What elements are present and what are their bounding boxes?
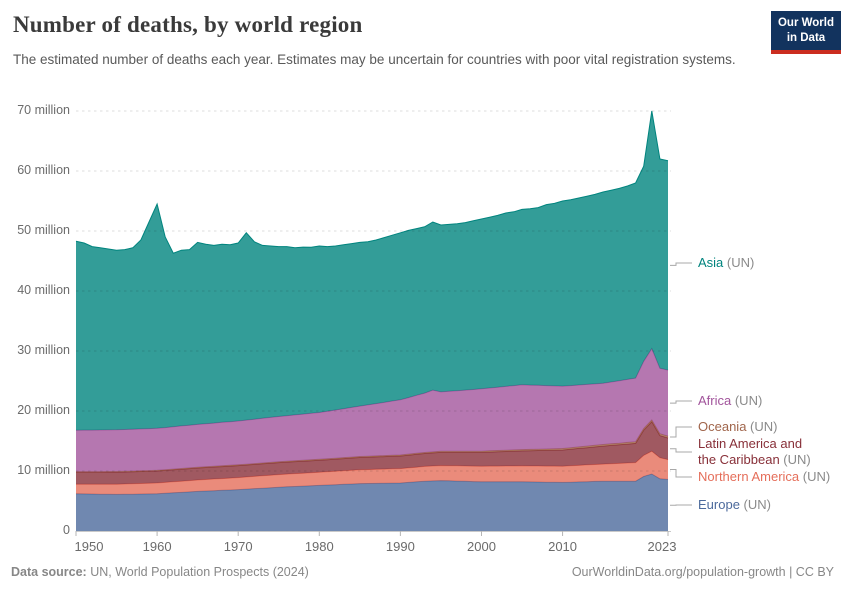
legend-entity-suffix: (UN) — [799, 469, 831, 484]
legend-entity-suffix: (UN) — [731, 393, 763, 408]
area-top-line-northern-america — [76, 450, 669, 485]
legend-item-latin-america-and-the-caribbean[interactable]: Latin America and the Caribbean (UN) — [698, 436, 811, 468]
data-source-text: UN, World Population Prospects (2024) — [86, 565, 309, 579]
legend-item-asia[interactable]: Asia (UN) — [698, 255, 754, 271]
legend-label: Northern America — [698, 469, 800, 484]
legend-connector — [670, 448, 692, 453]
legend-connector — [670, 469, 692, 478]
y-tick-label: 70 million — [17, 103, 70, 117]
area-latin-america-and-the-caribbean[interactable] — [76, 421, 668, 485]
x-tick-label: 1950 — [74, 539, 104, 554]
legend-connector — [670, 400, 692, 404]
legend-label: Asia — [698, 255, 724, 270]
legend-label: the Caribbean — [698, 452, 780, 467]
legend-label: Latin America and — [698, 436, 803, 451]
area-africa[interactable] — [76, 348, 668, 472]
legend-label: Africa — [698, 393, 732, 408]
area-top-line-asia — [75, 110, 669, 254]
legend-label: Europe — [698, 497, 740, 512]
data-source-label: Data source: — [11, 565, 87, 579]
legend-item-europe[interactable]: Europe (UN) — [698, 497, 771, 513]
chart-subtitle: The estimated number of deaths each year… — [13, 52, 736, 67]
owid-logo[interactable]: Our World in Data — [771, 11, 841, 54]
data-source: Data source: UN, World Population Prospe… — [11, 565, 309, 579]
x-tick-label: 2000 — [467, 539, 496, 554]
owid-logo-line1: Our World — [777, 17, 834, 29]
legend-entity-suffix: (UN) — [723, 255, 755, 270]
area-asia[interactable] — [76, 111, 668, 431]
y-tick-label: 20 million — [17, 403, 70, 417]
legend-entity-suffix: (UN) — [746, 419, 778, 434]
x-tick-label: 2023 — [647, 539, 677, 554]
y-tick-label: 0 — [63, 523, 70, 537]
x-tick-label: 2010 — [548, 539, 578, 554]
legend-item-oceania[interactable]: Oceania (UN) — [698, 419, 777, 435]
x-tick-label: 1980 — [304, 539, 334, 554]
legend-label: Oceania — [698, 419, 747, 434]
legend-connector — [670, 426, 692, 438]
legend-entity-suffix: (UN) — [739, 497, 771, 512]
legend-item-africa[interactable]: Africa (UN) — [698, 393, 762, 409]
x-tick-label: 1960 — [142, 539, 172, 554]
y-tick-label: 60 million — [17, 163, 70, 177]
page-title: Number of deaths, by world region — [13, 12, 363, 37]
owid-logo-line2: in Data — [786, 31, 826, 44]
legend-item-northern-america[interactable]: Northern America (UN) — [698, 469, 830, 485]
x-tick-label: 1970 — [223, 539, 253, 554]
legend-entity-suffix: (UN) — [779, 452, 811, 467]
credit-link[interactable]: OurWorldinData.org/population-growth | C… — [571, 565, 834, 579]
area-northern-america[interactable] — [76, 451, 668, 495]
area-europe[interactable] — [76, 474, 668, 531]
x-tick-label: 1990 — [385, 539, 415, 554]
y-tick-label: 10 million — [17, 463, 70, 477]
y-tick-label: 30 million — [17, 343, 70, 357]
legend-connector — [670, 262, 692, 266]
y-tick-label: 50 million — [17, 223, 70, 237]
y-tick-label: 40 million — [17, 283, 70, 297]
